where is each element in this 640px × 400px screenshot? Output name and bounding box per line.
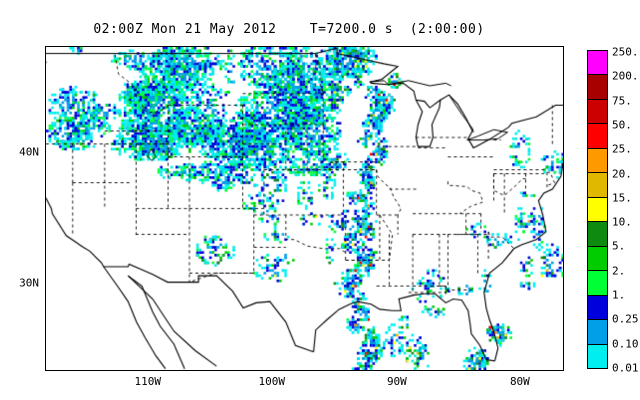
colorbar-band — [588, 173, 607, 198]
precipitation-map-canvas — [46, 47, 563, 370]
y-axis-tick-label: 40N — [19, 145, 39, 159]
colorbar-band — [588, 99, 607, 125]
colorbar-band — [588, 222, 607, 247]
y-axis-tick-label: 30N — [19, 276, 39, 290]
colorbar-value-label: 0.25 — [612, 312, 639, 326]
colorbar-tick-labels: 250. 200. 75. 50. 25. 20. 15. 10. 5. 2. 1. 0.25 0.10… — [610, 46, 640, 375]
x-axis-tick-label: 90W — [386, 375, 407, 388]
page-title: 02:00Z Mon 21 May 2012 T=7200.0 s (2:00:… — [93, 22, 485, 37]
colorbar-value-label: 2. — [612, 264, 626, 278]
colorbar-value-label: 25. — [612, 142, 632, 156]
colorbar-value-label: 250. — [612, 45, 639, 59]
colorbar-value-label: 1. — [612, 288, 626, 302]
colorbar-band — [588, 246, 607, 272]
x-axis-ticks: 110W 100W 90W 80W — [45, 372, 564, 394]
x-axis-tick-label: 80W — [509, 375, 530, 388]
colorbar-band — [588, 148, 607, 174]
colorbar-value-label: 200. — [612, 69, 639, 83]
precipitation-colorbar[interactable] — [587, 50, 608, 369]
colorbar-band — [588, 197, 607, 223]
colorbar-band — [588, 75, 607, 100]
colorbar-value-label: 50. — [612, 118, 632, 132]
colorbar-value-label: 20. — [612, 167, 632, 181]
precipitation-map-panel[interactable] — [45, 46, 564, 371]
x-axis-tick-label: 110W — [134, 375, 162, 388]
colorbar-value-label: 0.10 — [612, 337, 639, 351]
x-axis-tick-label: 100W — [258, 375, 286, 388]
colorbar-value-label: 15. — [612, 191, 632, 205]
colorbar-band — [588, 271, 607, 296]
colorbar-value-label: 10. — [612, 215, 632, 229]
y-axis-ticks: 40N 30N — [0, 46, 42, 371]
colorbar-value-label: 75. — [612, 94, 632, 108]
colorbar-band — [588, 51, 607, 76]
colorbar-band — [588, 124, 607, 149]
colorbar-value-label: 5. — [612, 239, 626, 253]
colorbar-value-label: 0.01 — [612, 361, 639, 375]
colorbar-band — [588, 320, 607, 345]
colorbar-band — [588, 295, 607, 321]
colorbar-band — [588, 344, 607, 369]
